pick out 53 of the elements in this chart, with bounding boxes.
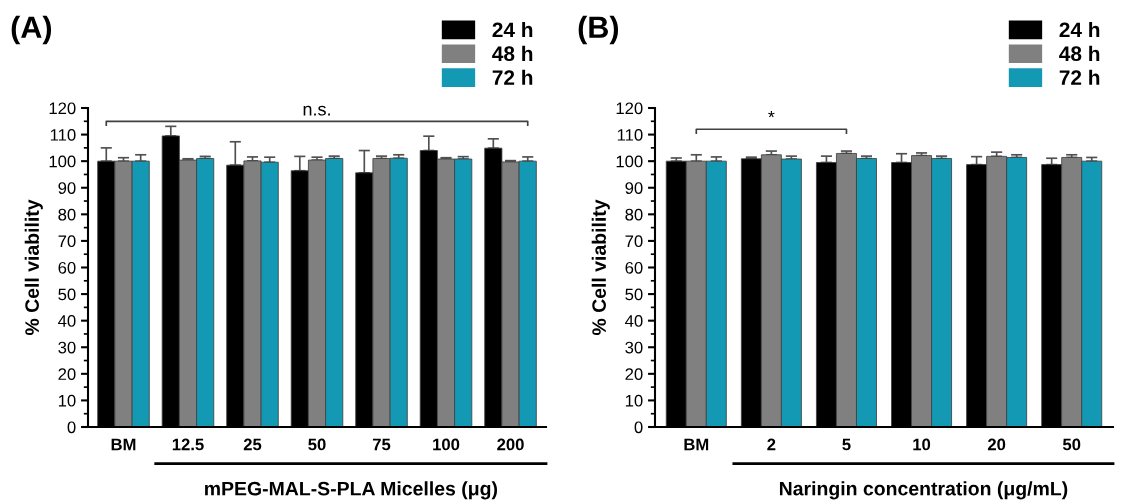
x-tick-label: 50 [308,438,326,451]
chart-title: (B) [578,15,619,45]
y-tick-label: 110 [50,128,76,141]
y-tick-label: 60 [58,261,76,274]
x-tick-label: BM [111,438,136,451]
y-tick-label: 70 [625,235,643,248]
x-tick-label: 20 [987,438,1006,451]
annotation: * [768,110,775,118]
x-tick-label: 2 [767,438,776,451]
y-tick-label: 110 [617,128,643,141]
y-tick-label: 0 [67,421,76,434]
legend-label: 72 h [1059,69,1100,85]
x-axis-title: mPEG-MAL-S-PLA Micelles (μg) [205,481,498,500]
y-tick-label: 70 [58,235,76,248]
x-tick-label: 12.5 [172,438,204,451]
y-tick-label: 50 [625,288,643,301]
x-tick-label: 10 [913,438,931,451]
y-tick-label: 40 [58,315,76,327]
y-tick-label: 120 [616,102,643,115]
y-tick-label: 0 [634,421,643,434]
legend-label: 48 h [1059,45,1100,62]
y-tick-label: 120 [49,102,76,115]
x-tick-label: 75 [372,438,391,451]
legend-label: 72 h [492,69,533,85]
y-tick-label: 30 [58,341,76,354]
y-tick-label: 20 [625,368,643,381]
legend-label: 48 h [492,45,533,62]
x-tick-label: BM [684,438,709,451]
chart-title: (A) [11,15,52,45]
legend-label: 24 h [492,21,533,37]
y-tick-label: 20 [58,368,76,381]
y-tick-label: 90 [625,182,643,194]
x-axis-title: Naringin concentration (μg/mL) [779,481,1068,500]
y-axis-title: % Cell viability [24,199,43,336]
y-tick-label: 80 [58,208,76,221]
x-tick-label: 100 [433,438,460,451]
y-tick-label: 50 [58,288,76,301]
x-tick-label: 25 [243,438,262,451]
y-tick-label: 30 [625,341,643,354]
y-tick-label: 80 [625,208,643,221]
y-tick-label: 10 [625,394,643,407]
y-tick-label: 60 [625,261,643,274]
y-tick-label: 40 [625,315,643,327]
y-tick-label: 100 [49,155,76,168]
x-tick-label: 5 [842,438,851,451]
annotation: n.s. [303,105,330,116]
legend-label: 24 h [1059,21,1100,37]
y-tick-label: 100 [616,155,643,168]
y-tick-label: 10 [58,394,76,407]
x-tick-label: 50 [1062,438,1081,451]
y-tick-label: 90 [58,182,76,194]
y-axis-title: % Cell viability [591,199,610,336]
x-tick-label: 200 [497,438,524,451]
